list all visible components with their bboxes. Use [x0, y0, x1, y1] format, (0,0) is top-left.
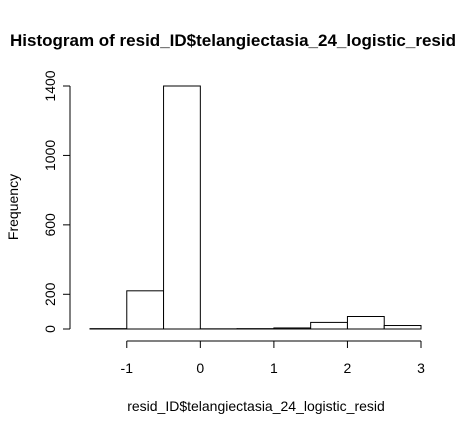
histogram-bar-1 — [126, 290, 165, 330]
y-axis-label: Frequency — [5, 174, 21, 240]
x-tick-label: 2 — [344, 360, 352, 376]
y-tick-label: 200 — [42, 282, 58, 306]
histogram-bars — [89, 85, 422, 330]
x-tick-label: 0 — [196, 360, 204, 376]
x-axis-label: resid_ID$telangiectasia_24_logistic_resi… — [127, 398, 385, 414]
y-tick-label: 1000 — [42, 140, 58, 171]
histogram-bar-2 — [163, 85, 201, 330]
histogram-bar-8 — [383, 325, 422, 330]
y-axis: 0 200 600 1000 1400 — [42, 70, 71, 333]
x-tick-label: 1 — [270, 360, 278, 376]
y-tick-label: 600 — [42, 213, 58, 237]
y-tick-label: 1400 — [42, 70, 58, 101]
x-axis: -1 0 1 2 3 — [121, 340, 425, 376]
histogram-bar-6 — [310, 321, 348, 330]
y-tick-label: 0 — [42, 325, 58, 333]
chart-title: Histogram of resid_ID$telangiectasia_24_… — [10, 31, 456, 50]
histogram-bar-5 — [273, 327, 312, 330]
histogram-bar-7 — [346, 316, 385, 330]
x-tick-label: -1 — [121, 360, 134, 376]
x-tick-label: 3 — [417, 360, 425, 376]
